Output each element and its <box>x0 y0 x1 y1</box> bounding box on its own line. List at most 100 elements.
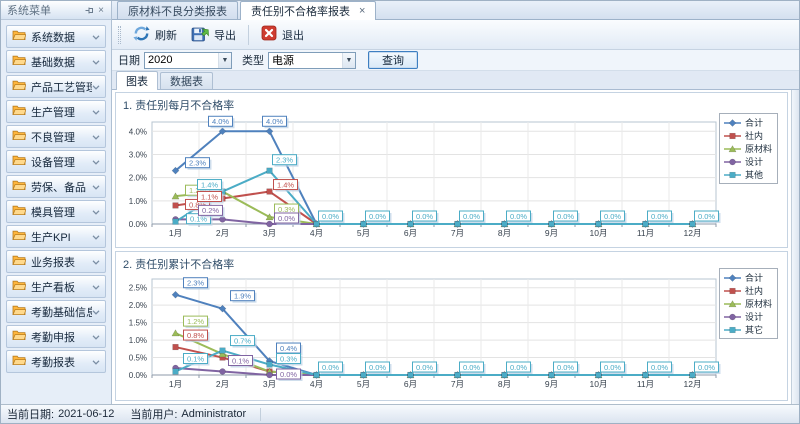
svg-text:2月: 2月 <box>216 228 229 238</box>
svg-text:3月: 3月 <box>263 379 276 389</box>
sidebar-item-11[interactable]: 考勤基础信息 <box>6 300 106 323</box>
sidebar-title: 系统菜单 <box>7 5 51 17</box>
svg-text:1月: 1月 <box>169 379 182 389</box>
sidebar-item-label: 劳保、备品 <box>31 181 86 194</box>
svg-text:0.1%: 0.1% <box>232 356 249 365</box>
folder-icon <box>12 54 27 69</box>
svg-text:1.0%: 1.0% <box>129 197 147 206</box>
chevron-down-icon <box>92 206 100 218</box>
svg-text:4月: 4月 <box>310 228 323 238</box>
sidebar-menu: 系统数据基础数据产品工艺管理生产管理不良管理 设备管理劳保、备品模具管理 生产KPI… <box>1 20 111 404</box>
svg-text:4.0%: 4.0% <box>266 117 283 126</box>
svg-text:2月: 2月 <box>216 379 229 389</box>
pin-icon[interactable] <box>83 4 95 16</box>
legend-item[interactable]: 其他 <box>723 168 772 181</box>
svg-text:2.3%: 2.3% <box>187 279 204 288</box>
svg-text:12月: 12月 <box>684 228 702 238</box>
legend-marker-icon <box>723 171 741 178</box>
cumulative-defect-rate-chart-box: 2. 责任别累计不合格率 0.0% 0.5% 1.0% 1.5% 2.0% 2.5% 1月 2… <box>115 251 788 401</box>
sidebar-item-4[interactable]: 不良管理 <box>6 125 106 148</box>
subtab-datatable[interactable]: 数据表 <box>160 72 213 89</box>
sidebar-item-5[interactable]: 设备管理 <box>6 150 106 173</box>
legend-item[interactable]: 社内 <box>723 129 772 142</box>
report-panel: 1. 责任别每月不合格率 0.0% 1.0% 2.0% 3.0% 4.0% 1月 2月 3月 4… <box>112 90 799 404</box>
monthly-defect-rate-chart: 0.0% 1.0% 2.0% 3.0% 4.0% 1月 2月 3月 4月 5月 6月 7月 8月 9月 10… <box>129 115 721 238</box>
svg-text:2.3%: 2.3% <box>189 158 206 167</box>
legend-item[interactable]: 原材料 <box>723 297 772 310</box>
svg-text:0.0%: 0.0% <box>463 363 480 372</box>
sidebar-item-label: 基础数据 <box>31 56 75 69</box>
vertical-scrollbar[interactable] <box>791 90 799 404</box>
dropdown-arrow-icon: ▼ <box>218 52 231 68</box>
sidebar-item-1[interactable]: 基础数据 <box>6 50 106 73</box>
exit-label: 退出 <box>282 29 304 42</box>
chevron-down-icon <box>92 256 100 268</box>
sidebar-item-label: 系统数据 <box>31 31 75 44</box>
chevron-down-icon <box>92 281 100 293</box>
svg-text:0.0%: 0.0% <box>510 363 527 372</box>
date-select-value: 2020 <box>148 54 173 66</box>
type-filter-label: 类型 <box>242 55 264 67</box>
export-button[interactable]: 导出 <box>184 22 243 48</box>
svg-text:10月: 10月 <box>590 228 608 238</box>
svg-text:11月: 11月 <box>637 379 654 389</box>
legend-marker-icon <box>723 118 741 127</box>
sidebar-item-2[interactable]: 产品工艺管理 <box>6 75 106 98</box>
chevron-down-icon <box>92 106 100 118</box>
sidebar-item-0[interactable]: 系统数据 <box>6 25 106 48</box>
svg-text:0.0%: 0.0% <box>698 212 715 221</box>
date-select[interactable]: 2020 ▼ <box>144 51 232 69</box>
svg-text:5月: 5月 <box>357 379 370 389</box>
svg-text:1月: 1月 <box>169 228 182 238</box>
legend-item[interactable]: 合计 <box>723 271 772 284</box>
svg-text:5月: 5月 <box>357 228 370 238</box>
legend-item[interactable]: 社内 <box>723 284 772 297</box>
svg-text:0.0%: 0.0% <box>416 363 433 372</box>
statusbar-separator <box>260 407 262 421</box>
svg-text:1.9%: 1.9% <box>234 291 251 300</box>
sidebar-item-9[interactable]: 业务报表 <box>6 250 106 273</box>
refresh-button[interactable]: 刷新 <box>126 22 184 48</box>
monthly-defect-rate-chart-box: 1. 责任别每月不合格率 0.0% 1.0% 2.0% 3.0% 4.0% 1月 2月 3月 4… <box>115 92 788 248</box>
svg-text:0.7%: 0.7% <box>234 336 251 345</box>
legend-marker-icon <box>723 273 741 282</box>
sidebar-item-12[interactable]: 考勤申报 <box>6 325 106 348</box>
svg-text:0.2%: 0.2% <box>202 206 219 215</box>
sidebar-item-10[interactable]: 生产看板 <box>6 275 106 298</box>
legend-label: 其它 <box>744 325 763 335</box>
sidebar-item-7[interactable]: 模具管理 <box>6 200 106 223</box>
legend-label: 社内 <box>744 131 763 141</box>
legend-item[interactable]: 合计 <box>723 116 772 129</box>
legend-item[interactable]: 其它 <box>723 323 772 336</box>
legend-item[interactable]: 设计 <box>723 310 772 323</box>
sidebar-item-6[interactable]: 劳保、备品 <box>6 175 106 198</box>
tab-raw-material-defect-report[interactable]: 原材料不良分类报表 <box>117 1 238 19</box>
sidebar-item-3[interactable]: 生产管理 <box>6 100 106 123</box>
svg-text:0.4%: 0.4% <box>280 344 297 353</box>
sidebar-item-13[interactable]: 考勤报表 <box>6 350 106 373</box>
tab-responsibility-defect-rate-report[interactable]: 责任别不合格率报表 × <box>240 1 377 20</box>
svg-text:0.0%: 0.0% <box>604 363 621 372</box>
date-filter-label: 日期 <box>118 55 140 67</box>
sidebar-item-8[interactable]: 生产KPI <box>6 225 106 248</box>
svg-text:0.0%: 0.0% <box>129 371 147 380</box>
legend-item[interactable]: 原材料 <box>723 142 772 155</box>
svg-text:0.0%: 0.0% <box>463 212 480 221</box>
query-button[interactable]: 查询 <box>368 51 418 69</box>
tab-close-icon[interactable]: × <box>359 4 366 17</box>
chevron-down-icon <box>92 356 100 368</box>
close-icon[interactable]: × <box>98 4 104 16</box>
svg-text:12月: 12月 <box>684 379 702 389</box>
legend-item[interactable]: 设计 <box>723 155 772 168</box>
folder-icon <box>12 279 27 294</box>
svg-text:7月: 7月 <box>451 228 464 238</box>
svg-text:0.0%: 0.0% <box>416 212 433 221</box>
svg-text:0.1%: 0.1% <box>190 214 207 223</box>
svg-text:2.3%: 2.3% <box>276 155 293 164</box>
toolbar: 刷新 导出 <box>112 20 799 50</box>
subtab-chart[interactable]: 图表 <box>116 71 158 90</box>
type-select[interactable]: 电源 ▼ <box>268 51 356 69</box>
sidebar-item-label: 生产管理 <box>31 106 75 119</box>
svg-text:0.0%: 0.0% <box>322 363 339 372</box>
exit-button[interactable]: 退出 <box>254 22 311 47</box>
